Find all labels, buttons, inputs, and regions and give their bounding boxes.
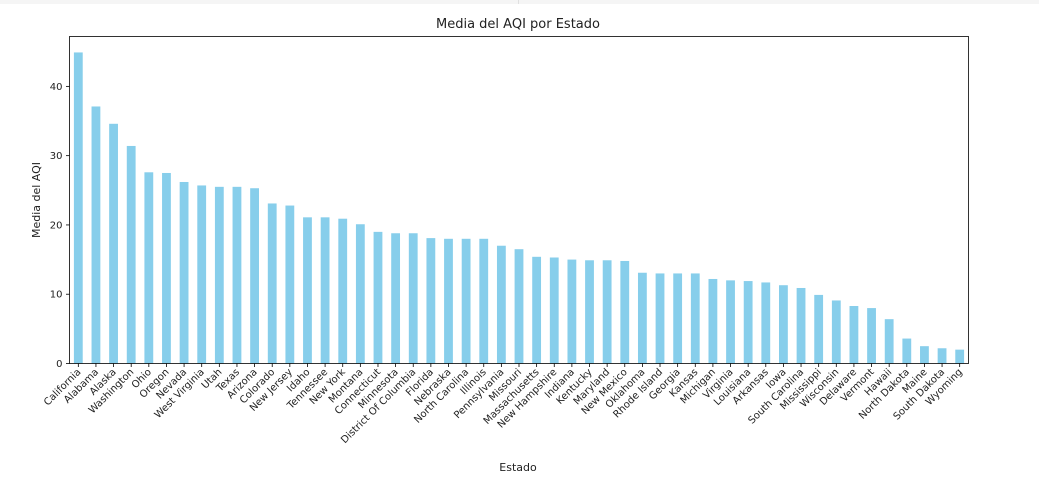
bar-vermont [867,308,876,364]
bar-texas [232,186,242,364]
bar-missouri [514,249,524,364]
y-tick-label: 40 [50,82,63,93]
bar-virginia [726,280,735,364]
bar-north-carolina [461,238,471,364]
bar-california [73,52,83,364]
bar-pennsylvania [496,245,506,364]
bar-south-dakota [937,348,947,364]
x-axis: CaliforniaAlabamaAlaskaWashingtonOhioOre… [42,363,965,446]
bar-oregon [162,172,171,364]
bar-hawaii [884,319,894,364]
bar-michigan [708,278,718,364]
bar-tennessee [320,217,330,364]
x-axis-title: Estado [499,461,537,474]
bar-new-york [338,218,348,364]
bar-idaho [303,217,312,364]
top-bar-divider [518,0,519,4]
bar-ohio [144,172,154,364]
bar-district-of-columbia [408,233,418,364]
bar-maryland [602,260,612,364]
bar-louisiana [743,281,753,364]
bar-indiana [567,259,577,364]
bar-nevada [179,181,189,364]
bar-delaware [849,305,859,364]
bar-alaska [109,123,118,364]
bar-montana [355,224,365,364]
bar-iowa [779,285,788,364]
bars-group [73,52,965,364]
bar-north-dakota [902,338,912,364]
bar-illinois [479,238,489,364]
bar-massachusetts [532,256,542,364]
bar-west-virginia [197,185,207,364]
bar-washington [126,145,136,364]
bar-florida [426,238,436,364]
window-top-bar [0,0,1039,4]
bar-arkansas [761,282,771,364]
bar-new-jersey [285,205,295,364]
y-tick-label: 10 [50,290,63,301]
bar-rhode-island [655,273,665,364]
bar-connecticut [373,231,383,364]
bar-south-carolina [796,287,806,364]
bar-new-mexico [620,260,630,364]
y-tick-label: 30 [50,151,63,162]
y-tick-label: 0 [56,359,62,370]
bar-kentucky [585,260,594,364]
bar-utah [214,186,224,364]
bar-maine [920,346,929,364]
bar-colorado [267,203,277,364]
bar-mississippi [814,294,824,364]
bar-minnesota [391,233,401,364]
bar-new-hampshire [549,257,559,364]
y-tick-label: 20 [50,220,63,231]
bar-kansas [690,273,700,364]
bar-arizona [250,188,259,364]
bar-alabama [91,106,101,364]
chart-title: Media del AQI por Estado [436,17,600,32]
bar-oklahoma [637,272,647,364]
bar-wyoming [955,349,965,364]
bar-nebraska [444,238,453,364]
bar-georgia [673,273,683,364]
y-axis: 0 10 20 30 40 [50,82,70,370]
y-axis-title: Media del AQI [30,162,43,238]
bar-wisconsin [831,300,841,364]
